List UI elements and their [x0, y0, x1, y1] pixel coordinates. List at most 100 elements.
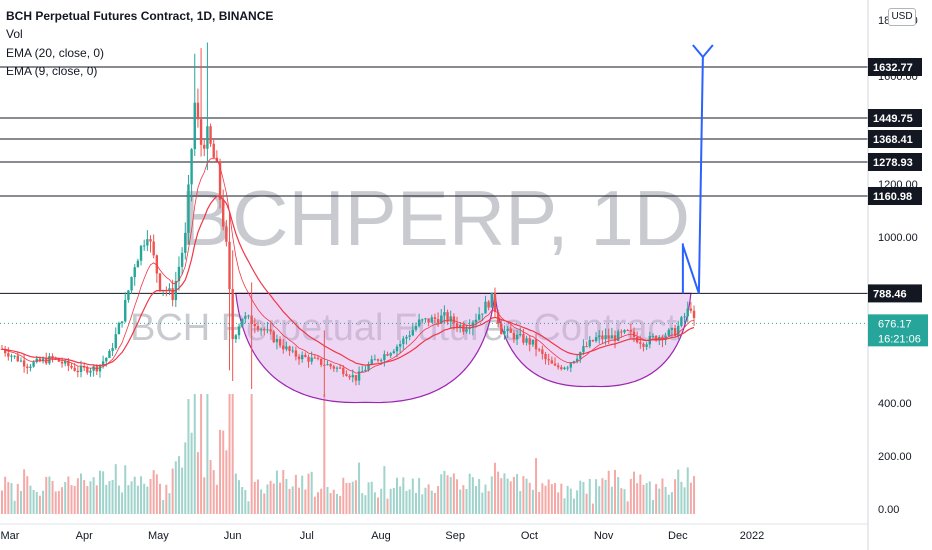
volume-bar [112, 480, 114, 514]
volume-bar [48, 477, 50, 514]
volume-bar [661, 479, 663, 514]
volume-bar [270, 481, 272, 514]
volume-bar [251, 394, 253, 514]
volume-bar [14, 501, 16, 514]
volume-bar [298, 488, 300, 514]
indicator-ema20-label[interactable]: EMA (20, close, 0) [6, 46, 104, 60]
volume-bar [64, 482, 66, 514]
volume-bar [450, 477, 452, 514]
volume-bar [387, 499, 389, 514]
volume-bar [26, 476, 28, 514]
indicator-vol-label[interactable]: Vol [6, 27, 23, 41]
volume-bar [304, 490, 306, 514]
y-tick-label: 200.00 [878, 451, 912, 463]
volume-bar [150, 479, 152, 514]
volume-bar [633, 472, 635, 514]
volume-bar [222, 431, 224, 514]
volume-bar [421, 494, 423, 514]
volume-bar [579, 481, 581, 514]
volume-bar [399, 486, 401, 514]
volume-bar [405, 491, 407, 514]
volume-bar [424, 488, 426, 514]
x-tick-label: Mar [1, 530, 20, 542]
volume-bar [690, 483, 692, 514]
volume-bar [127, 485, 129, 514]
volume-bar [586, 494, 588, 514]
volume-bar [1, 490, 3, 514]
volume-bar [409, 489, 411, 514]
volume-bar [608, 471, 610, 514]
volume-bar [481, 493, 483, 514]
volume-bar [680, 482, 682, 514]
level-price-label: 1368.41 [873, 134, 913, 146]
volume-bar [295, 475, 297, 514]
volume-bar [352, 482, 354, 514]
volume-bar [412, 479, 414, 514]
volume-bar [52, 481, 54, 514]
candle [159, 273, 161, 292]
volume-bar [187, 399, 189, 514]
volume-bar [475, 486, 477, 514]
indicator-ema9-label[interactable]: EMA (9, close, 0) [6, 64, 97, 78]
currency-selector[interactable]: USD [888, 8, 916, 26]
volume-bar [317, 492, 319, 514]
x-tick-label: May [148, 530, 169, 542]
watermark-ticker: BCHPERP, 1D [180, 174, 690, 262]
volume-bar [115, 464, 117, 514]
volume-bar [576, 490, 578, 514]
volume-bar [614, 470, 616, 514]
volume-bar [396, 478, 398, 514]
volume-bar [74, 486, 76, 514]
volume-bar [456, 479, 458, 514]
volume-bar [210, 460, 212, 514]
volume-bar [80, 473, 82, 514]
volume-bar [684, 487, 686, 514]
volume-bar [238, 480, 240, 514]
volume-bar [567, 486, 569, 514]
volume-bar [36, 492, 38, 514]
volume-bar [194, 394, 196, 514]
volume-bar [311, 472, 313, 514]
volume-bar [134, 477, 136, 514]
volume-bar [23, 469, 25, 514]
volume-bar [671, 492, 673, 514]
volume-bar [279, 483, 281, 514]
volume-bar [260, 489, 262, 514]
volume-bar [428, 484, 430, 514]
y-tick-label: 400.00 [878, 398, 912, 410]
volume-bar [77, 478, 79, 514]
volume-bar [484, 485, 486, 514]
countdown-label: 16:21:06 [878, 333, 921, 345]
volume-bar [361, 493, 363, 514]
volume-bar [137, 486, 139, 514]
volume-bar [168, 493, 170, 514]
volume-bar [191, 433, 193, 514]
volume-bar [197, 452, 199, 514]
volume-bar [513, 477, 515, 514]
volume-bar [453, 473, 455, 514]
volume-bar [516, 474, 518, 514]
volume-bar [554, 483, 556, 514]
volume-bar [665, 487, 667, 514]
volume-bar [345, 483, 347, 514]
volume-bar [582, 482, 584, 514]
volume-bar [668, 495, 670, 514]
volume-bar [652, 500, 654, 514]
volume-bar [624, 489, 626, 514]
level-price-label: 1278.93 [873, 157, 913, 169]
candle [118, 322, 120, 335]
volume-bar [402, 477, 404, 514]
volume-bar [108, 481, 110, 514]
volume-bar [89, 481, 91, 514]
volume-bar [418, 478, 420, 514]
volume-bar [219, 430, 221, 514]
level-price-label: 1632.77 [873, 62, 913, 74]
volume-bar [374, 492, 376, 514]
x-tick-label: Nov [594, 530, 614, 542]
volume-bar [674, 479, 676, 514]
volume-bar [393, 488, 395, 514]
volume-bar [447, 475, 449, 514]
volume-bar [377, 497, 379, 514]
